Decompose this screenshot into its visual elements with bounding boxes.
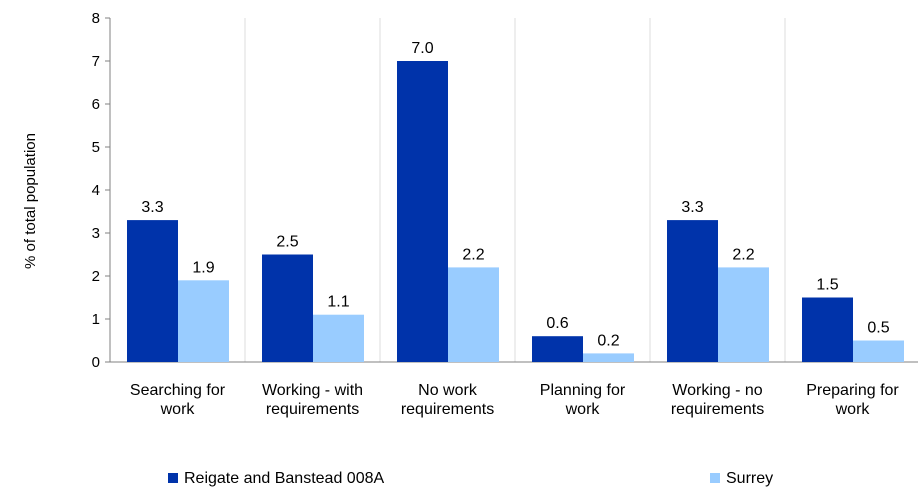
data-label: 1.9 (192, 259, 214, 276)
category-label: Preparing for work (806, 382, 899, 418)
bar (127, 220, 178, 362)
data-label: 7.0 (411, 40, 433, 57)
y-tick-label: 5 (92, 139, 100, 156)
data-label: 0.6 (546, 315, 568, 332)
data-label: 2.2 (462, 246, 484, 263)
y-axis-title: % of total population (22, 133, 39, 269)
legend-swatch (710, 473, 720, 483)
legend-label: Reigate and Banstead 008A (184, 470, 384, 487)
category-label: Working - with requirements (262, 382, 363, 418)
data-label: 0.2 (597, 332, 619, 349)
bar (178, 280, 229, 362)
bar (853, 340, 904, 362)
data-label: 2.2 (732, 246, 754, 263)
data-label: 1.1 (327, 294, 349, 311)
y-axis: 0 1 2 3 4 5 6 7 8 (92, 10, 918, 371)
bar (583, 353, 634, 362)
y-tick-label: 8 (92, 10, 100, 27)
data-label: 1.5 (816, 277, 838, 294)
bar (667, 220, 718, 362)
bar (802, 297, 853, 362)
legend-label: Surrey (726, 470, 773, 487)
bar (397, 61, 448, 362)
bar (448, 267, 499, 362)
category-label: Searching for work (130, 382, 226, 418)
data-label: 0.5 (867, 320, 889, 337)
bar (532, 336, 583, 362)
bars (127, 61, 904, 362)
x-axis-categories: Searching for work Working - with requireme… (130, 382, 900, 418)
legend: Reigate and Banstead 008A Surrey (168, 470, 773, 487)
data-label: 3.3 (141, 199, 163, 216)
y-tick-label: 3 (92, 225, 100, 242)
bar (313, 314, 364, 362)
category-label: Planning for work (540, 382, 626, 418)
bar (262, 254, 313, 362)
data-label: 3.3 (681, 199, 703, 216)
category-label: No work requirements (401, 382, 494, 418)
y-tick-label: 2 (92, 268, 100, 285)
grid-separators (244, 18, 786, 362)
legend-swatch (168, 473, 178, 483)
y-tick-label: 1 (92, 311, 100, 328)
data-label: 2.5 (276, 234, 298, 251)
y-tick-label: 4 (92, 182, 100, 199)
y-tick-label: 0 (92, 354, 100, 371)
y-tick-label: 7 (92, 53, 100, 70)
y-tick-label: 6 (92, 96, 100, 113)
data-labels: 3.3 1.9 2.5 1.1 7.0 2.2 0.6 0.2 3.3 2.2 1.5 0.5 (141, 40, 889, 349)
category-label: Working - no requirements (671, 382, 764, 418)
bar (718, 267, 769, 362)
